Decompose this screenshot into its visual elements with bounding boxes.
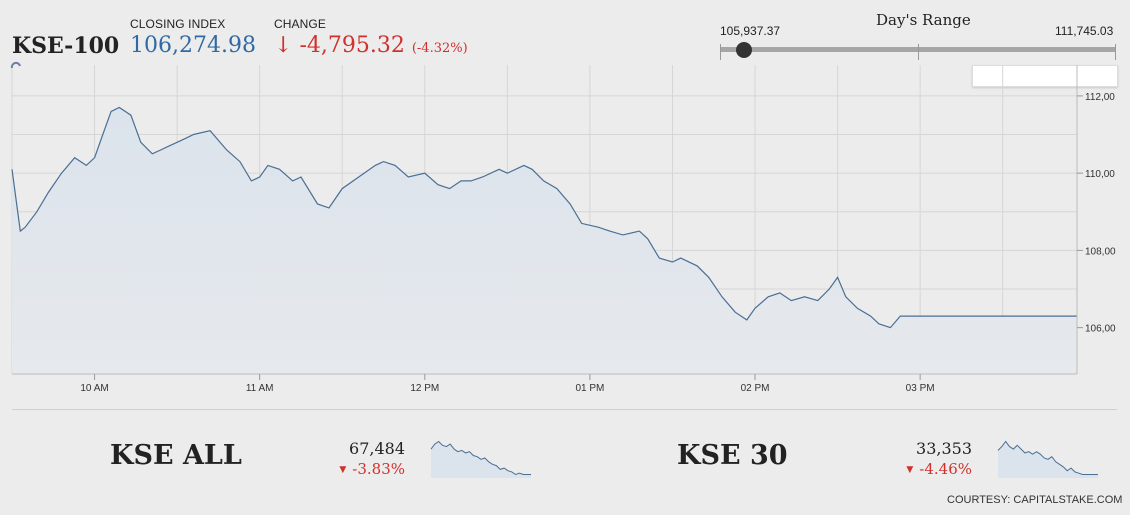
days-range-marker — [735, 42, 752, 58]
closing-index-label: CLOSING INDEX — [130, 17, 226, 31]
change-label: CHANGE — [274, 17, 326, 31]
range-tick — [918, 44, 919, 60]
corner-icon — [10, 61, 21, 69]
change-row: ↓ -4,795.32 (-4.32%) — [274, 33, 468, 58]
days-range-title: Day's Range — [876, 11, 971, 29]
y-tick-label: 112,00 — [1085, 92, 1115, 103]
courtesy-text: COURTESY: CAPITALSTAKE.COM — [947, 494, 1123, 506]
y-tick-label: 106,00 — [1085, 324, 1116, 335]
index-line — [11, 106, 1077, 329]
sub-index-value-kse-30: 33,353 — [916, 439, 972, 458]
sub-index-change-kse-30: ▼ -4.46% — [906, 460, 972, 478]
chart-tooltip-box — [972, 65, 1118, 87]
sparkline-kse-all — [430, 440, 531, 478]
triangle-down-icon: ▼ — [906, 465, 914, 475]
sub-index-name-kse-all: KSE ALL — [110, 440, 242, 471]
index-chart[interactable]: 112,00 110,00 108,00 106,00 10 AM 11 AM 12 PM 0… — [0, 0, 1130, 400]
range-tick — [1115, 44, 1116, 60]
change-value: -4,795.32 — [299, 33, 405, 58]
triangle-down-icon: ▼ — [339, 465, 347, 475]
sub-index-name-kse-30: KSE 30 — [677, 440, 788, 471]
arrow-down-icon: ↓ — [274, 33, 293, 58]
x-tick-label: 02 PM — [741, 383, 770, 394]
y-tick-label: 110,00 — [1085, 169, 1115, 180]
days-range-low: 105,937.37 — [720, 24, 781, 38]
sparkline-line — [997, 440, 1098, 475]
sparkline-kse-30 — [997, 440, 1098, 478]
x-tick-label: 10 AM — [80, 383, 108, 394]
change-percent: (-4.32%) — [411, 41, 468, 56]
sub-index-value-kse-all: 67,484 — [349, 439, 405, 458]
days-range-high: 111,745.03 — [1055, 24, 1114, 38]
index-name: KSE-100 — [12, 33, 120, 59]
x-tick-label: 03 PM — [906, 383, 935, 394]
range-tick — [720, 44, 721, 60]
x-tick-label: 01 PM — [575, 383, 604, 394]
sub-index-change-kse-all: ▼ -3.83% — [339, 460, 405, 478]
x-tick-label: 12 PM — [410, 383, 439, 394]
section-divider — [12, 409, 1117, 410]
closing-index-value: 106,274.98 — [130, 33, 256, 58]
sparkline-line — [430, 440, 531, 476]
y-tick-label: 108,00 — [1085, 246, 1116, 257]
index-area — [12, 107, 1077, 374]
x-tick-label: 11 AM — [246, 383, 274, 394]
